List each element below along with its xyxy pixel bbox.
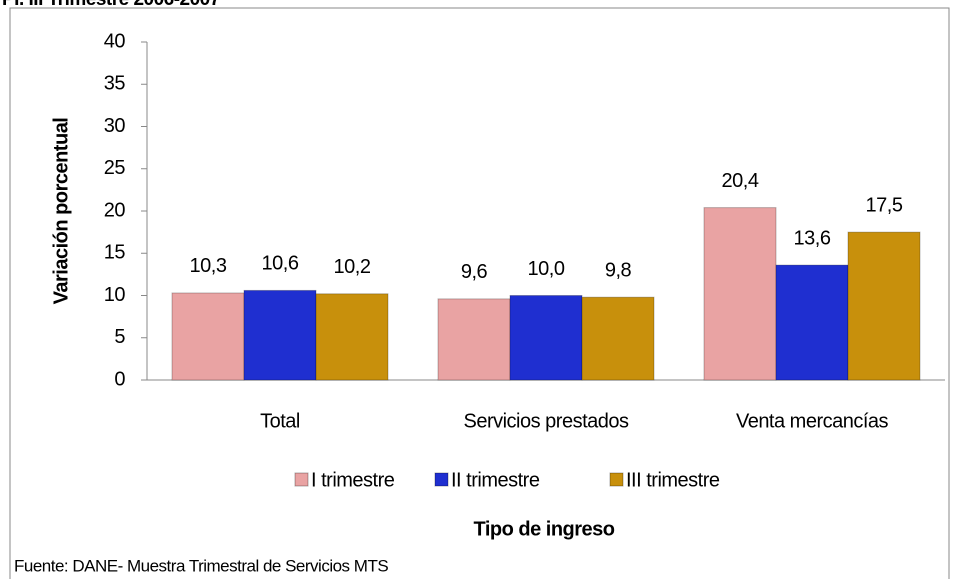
legend-label: II trimestre [451, 469, 540, 491]
x-tick-label: Venta mercancías [736, 410, 889, 432]
x-tick-label: Servicios prestados [463, 410, 629, 432]
x-tick-label: Total [260, 410, 300, 432]
legend-swatch [609, 472, 624, 487]
value-label: 10,0 [528, 258, 565, 280]
y-axis-title: Variación porcentual [50, 118, 72, 305]
x-axis-title: Tipo de ingreso [473, 518, 614, 540]
value-label: 9,6 [461, 261, 488, 283]
legend-label: III trimestre [626, 469, 720, 491]
legend-swatch [294, 472, 309, 487]
bar [243, 289, 317, 381]
bar [315, 293, 389, 381]
chart-title: PI. III Trimestre 2006-2007 [2, 0, 220, 10]
legend-label: I trimestre [311, 469, 395, 491]
y-tick-label: 40 [104, 30, 126, 52]
value-label: 10,2 [334, 256, 371, 278]
y-tick-label: 10 [104, 284, 126, 306]
bar [581, 296, 655, 381]
value-label: 17,5 [866, 194, 903, 216]
bar [703, 207, 777, 381]
y-tick-label: 0 [114, 368, 125, 390]
y-tick-label: 35 [104, 73, 126, 95]
value-label: 9,8 [605, 259, 632, 281]
y-tick-label: 25 [104, 157, 126, 179]
y-tick-label: 5 [114, 326, 125, 348]
y-tick-label: 15 [104, 242, 126, 264]
bar [171, 292, 245, 381]
legend-swatch [434, 472, 449, 487]
bar [509, 295, 583, 381]
y-tick-label: 20 [104, 199, 126, 221]
bar [437, 298, 511, 381]
value-label: 20,4 [722, 170, 759, 192]
source-note: Fuente: DANE- Muestra Trimestral de Serv… [14, 556, 388, 575]
bar [775, 264, 849, 381]
value-label: 10,3 [190, 255, 227, 277]
value-label: 13,6 [794, 227, 831, 249]
bar [847, 231, 921, 381]
y-tick-label: 30 [104, 115, 126, 137]
value-label: 10,6 [262, 253, 299, 275]
